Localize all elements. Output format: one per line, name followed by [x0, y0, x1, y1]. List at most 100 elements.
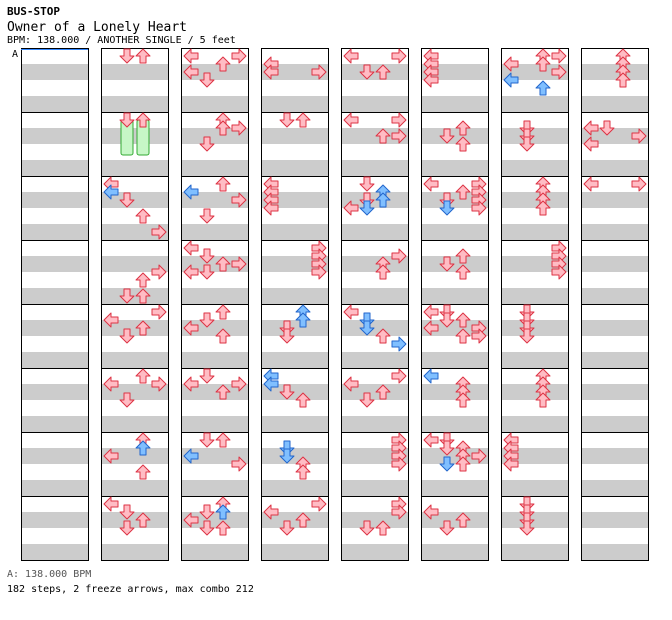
beat-band	[501, 192, 568, 208]
beat-band	[421, 320, 488, 336]
step-arrow-red	[423, 432, 439, 448]
beat-band	[421, 448, 488, 464]
chart-column	[581, 48, 649, 561]
beat-band	[261, 160, 328, 176]
beat-band	[101, 480, 168, 496]
beat-band	[181, 192, 248, 208]
beat-band	[181, 256, 248, 272]
beat-band	[421, 192, 488, 208]
beat-band	[581, 160, 648, 176]
beat-band	[101, 256, 168, 272]
beat-band	[21, 64, 88, 80]
beat-band	[581, 480, 648, 496]
beat-band	[21, 192, 88, 208]
beat-band	[341, 512, 408, 528]
beat-band	[581, 416, 648, 432]
beat-band	[501, 352, 568, 368]
beat-band	[261, 192, 328, 208]
column-border	[21, 48, 89, 561]
beat-band	[341, 128, 408, 144]
column-border	[181, 48, 249, 561]
beat-band	[581, 384, 648, 400]
beat-band	[421, 352, 488, 368]
step-arrow-red	[423, 304, 439, 320]
beat-band	[501, 96, 568, 112]
beat-band	[421, 512, 488, 528]
beat-band	[181, 416, 248, 432]
beat-band	[181, 320, 248, 336]
beat-band	[261, 128, 328, 144]
beat-band	[581, 64, 648, 80]
beat-band	[421, 384, 488, 400]
step-arrow-red	[199, 432, 215, 448]
beat-band	[21, 288, 88, 304]
beat-band	[261, 448, 328, 464]
step-arrow-red	[391, 368, 407, 384]
beat-band	[21, 544, 88, 560]
step-arrow-red	[135, 464, 151, 480]
beat-band	[501, 288, 568, 304]
beat-band	[261, 416, 328, 432]
beat-band	[421, 128, 488, 144]
beat-band	[101, 288, 168, 304]
beat-band	[581, 192, 648, 208]
step-arrow-red	[183, 48, 199, 64]
beat-band	[101, 416, 168, 432]
beat-band	[181, 448, 248, 464]
beat-band	[21, 96, 88, 112]
step-arrow-red	[215, 432, 231, 448]
chart-column	[261, 48, 329, 561]
beat-band	[421, 544, 488, 560]
beat-band	[181, 96, 248, 112]
beat-band	[261, 512, 328, 528]
beat-band	[261, 320, 328, 336]
beat-band	[181, 64, 248, 80]
step-arrow-red	[231, 48, 247, 64]
beat-band	[581, 96, 648, 112]
beat-band	[341, 96, 408, 112]
beat-band	[101, 128, 168, 144]
beat-band	[261, 480, 328, 496]
step-arrow-red	[215, 176, 231, 192]
freeze-layer	[120, 119, 150, 156]
beat-band	[581, 128, 648, 144]
step-arrow-red	[631, 176, 647, 192]
column-border	[581, 48, 649, 561]
column-border	[501, 48, 569, 561]
chart-column	[501, 48, 569, 561]
step-arrow-red	[135, 208, 151, 224]
step-arrow-red	[311, 496, 327, 512]
beat-band	[341, 256, 408, 272]
beat-band	[501, 544, 568, 560]
beat-band	[21, 416, 88, 432]
beat-band	[341, 64, 408, 80]
beat-band	[261, 224, 328, 240]
beat-band	[501, 128, 568, 144]
beat-band	[21, 160, 88, 176]
beat-band	[101, 352, 168, 368]
step-arrow-red	[583, 176, 599, 192]
step-arrow-red	[343, 304, 359, 320]
beat-band	[21, 448, 88, 464]
song-title: Owner of a Lonely Heart	[7, 20, 188, 35]
beat-band	[181, 480, 248, 496]
step-arrow-red	[551, 48, 567, 64]
step-arrow-blue	[423, 368, 439, 384]
beat-band	[501, 64, 568, 80]
step-arrow-red	[183, 240, 199, 256]
beat-band	[21, 224, 88, 240]
beat-band	[21, 480, 88, 496]
beat-band	[341, 352, 408, 368]
beat-band	[21, 320, 88, 336]
beat-band	[261, 256, 328, 272]
beat-band	[421, 64, 488, 80]
beat-band	[261, 96, 328, 112]
beat-band	[101, 448, 168, 464]
beat-band	[261, 64, 328, 80]
beat-band	[421, 288, 488, 304]
beat-band	[581, 352, 648, 368]
beat-band	[341, 320, 408, 336]
beat-band	[581, 512, 648, 528]
beat-band	[181, 224, 248, 240]
measure-grid	[21, 48, 649, 561]
